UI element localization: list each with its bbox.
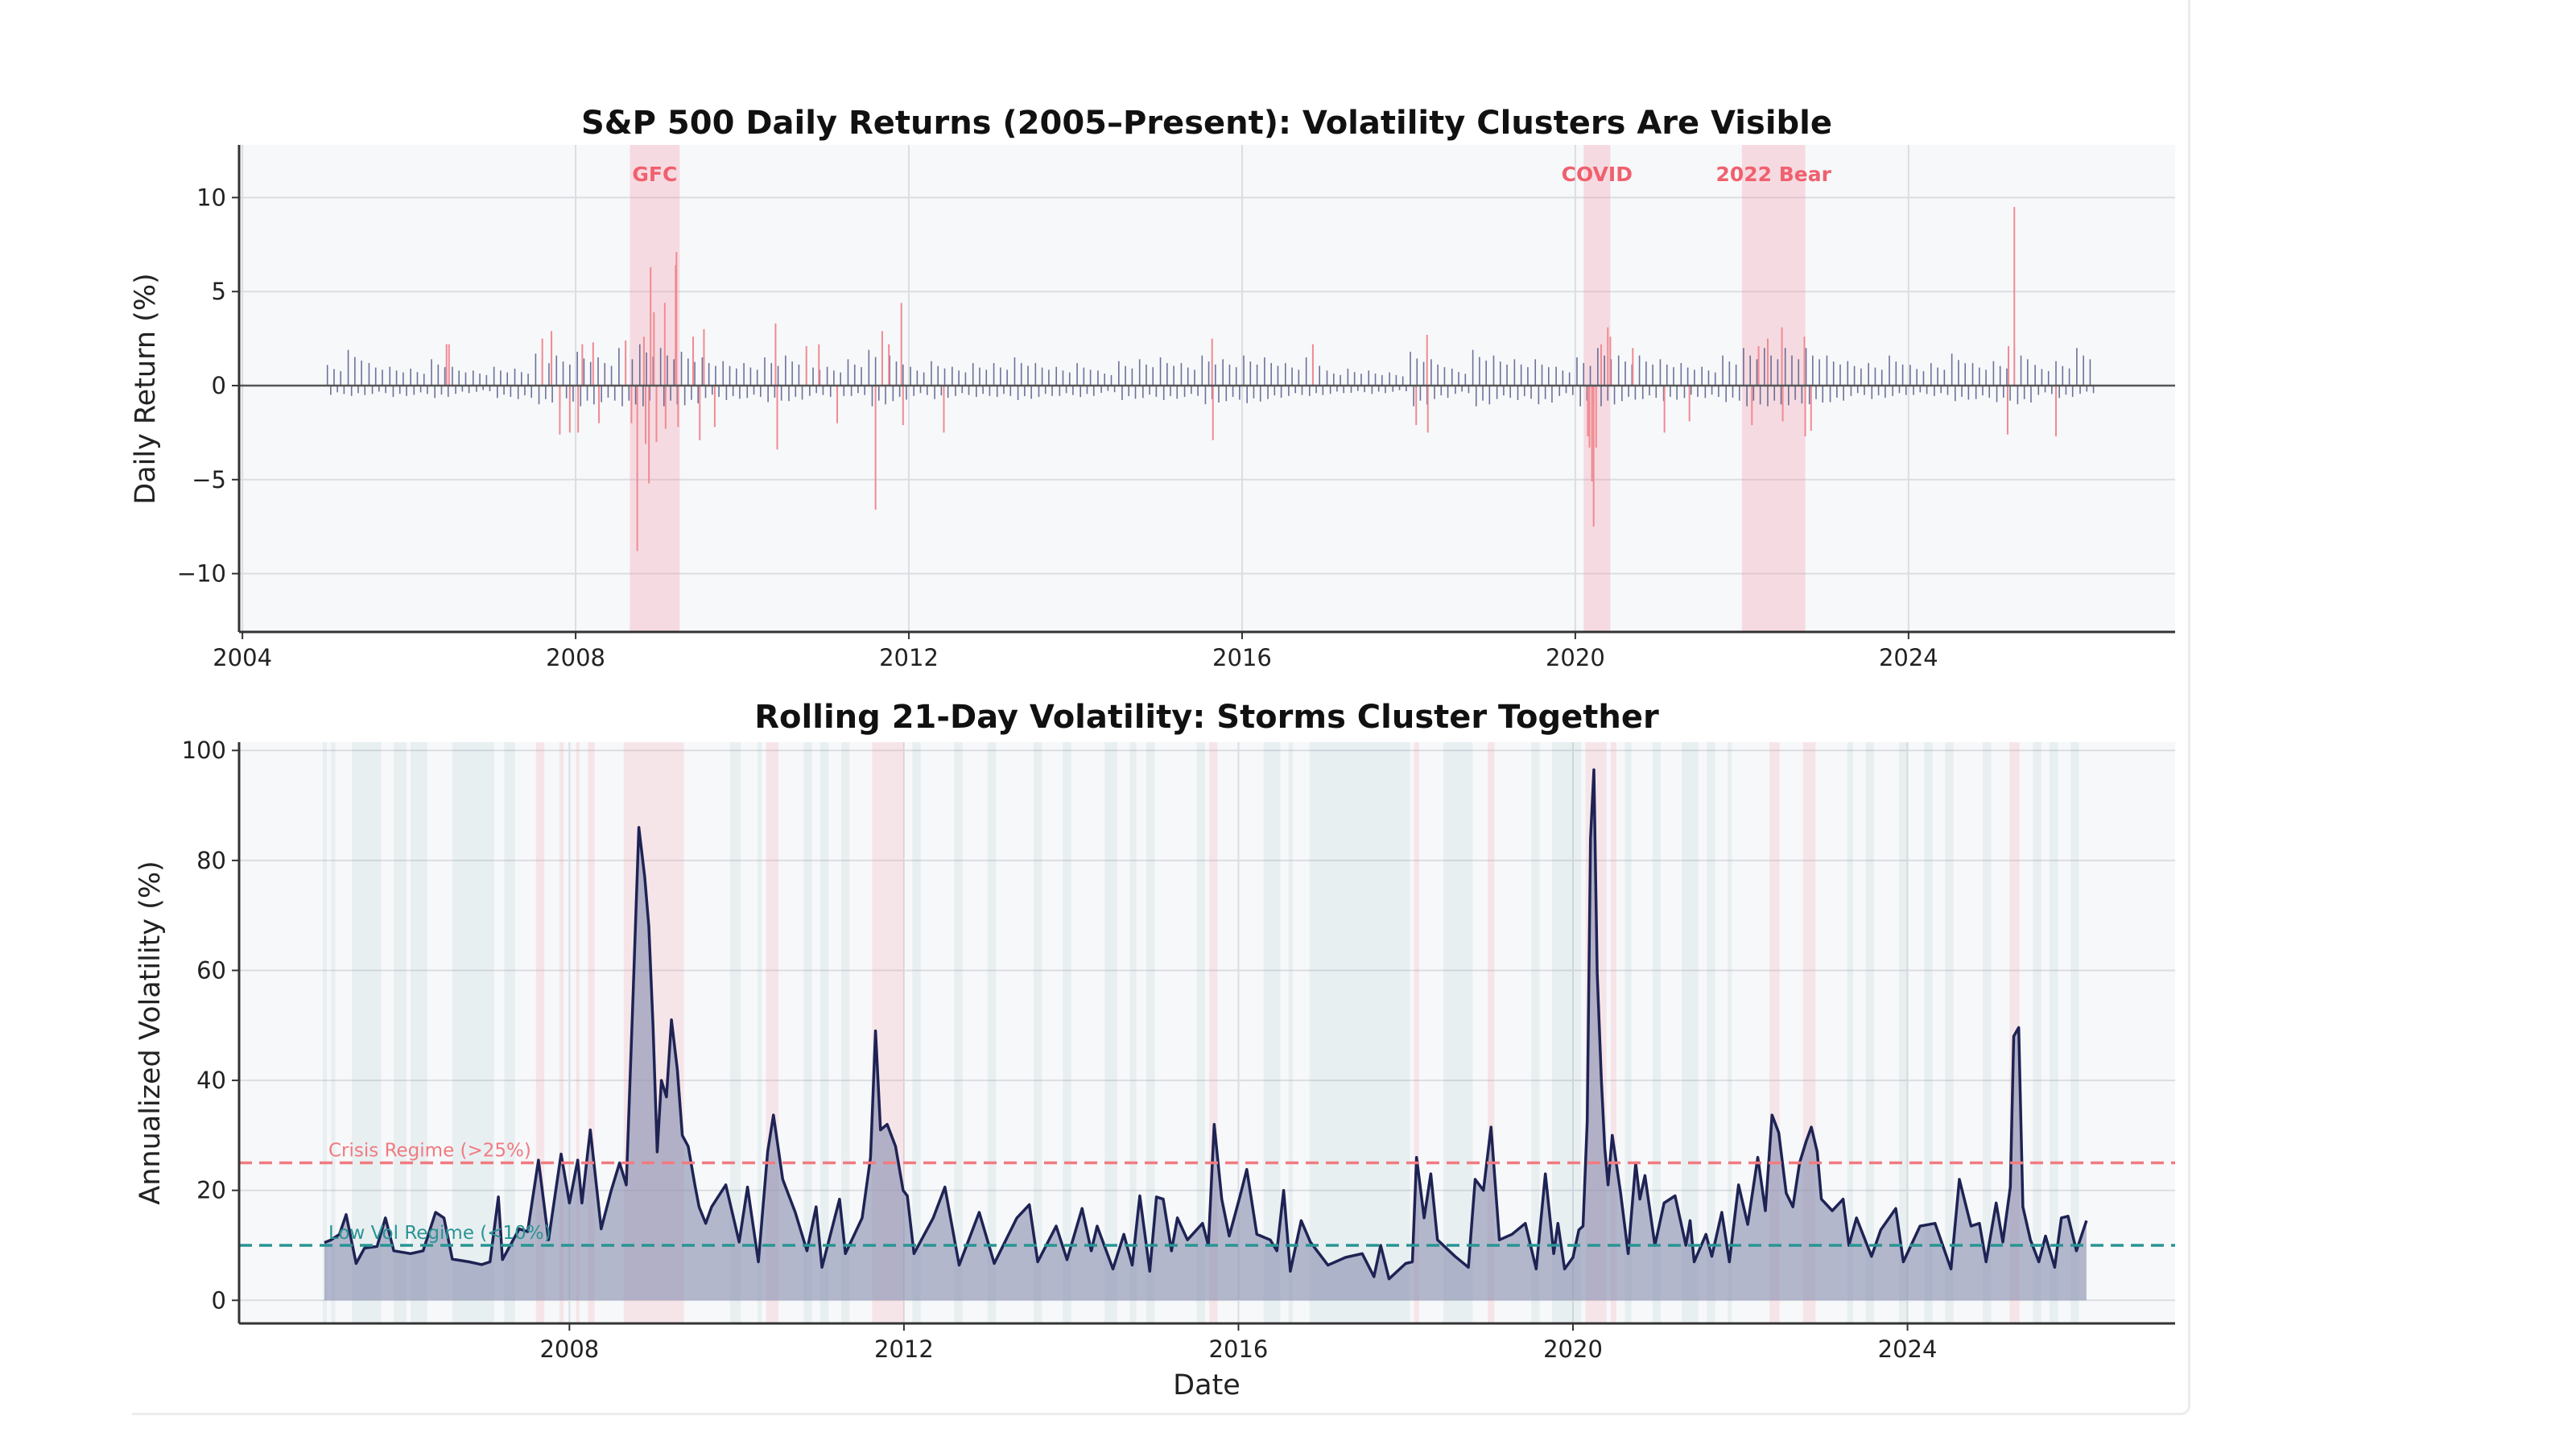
low-vol-band (1309, 742, 1410, 1323)
y-tick-label: 10 (196, 184, 226, 211)
x-tick-label: 2024 (1879, 644, 1938, 671)
low-vol-band (394, 742, 407, 1323)
low-vol-band (1443, 742, 1473, 1323)
low-vol-band (1865, 742, 1875, 1323)
x-tick-label: 2016 (1212, 644, 1272, 671)
low-vol-band (1196, 742, 1205, 1323)
x-tick-label: 2024 (1878, 1335, 1938, 1363)
crisis-band (559, 742, 564, 1323)
volatility-y-axis-label: Annualized Volatility (%) (134, 861, 167, 1204)
x-tick-label: 2012 (879, 644, 939, 671)
x-tick-label: 2020 (1546, 644, 1605, 671)
volatility-line (324, 768, 2088, 1281)
low-vol-band (2070, 742, 2079, 1323)
x-tick-label: 2008 (539, 1335, 599, 1363)
y-tick-label: 40 (196, 1067, 226, 1094)
returns-chart: 2004 2008 2012 2016 2020 2024 −10 −5 0 5 10 GFC COVI… (177, 145, 2175, 671)
y-tick-label: 5 (212, 278, 226, 305)
returns-chart-title: S&P 500 Daily Returns (2005–Present): Vo… (581, 105, 1832, 142)
volatility-chart-title: Rolling 21-Day Volatility: Storms Cluste… (754, 699, 1659, 736)
low-vol-band (1682, 742, 1699, 1323)
threshold-label: Crisis Regime (>25%) (328, 1141, 531, 1162)
low-vol-band (1652, 742, 1662, 1323)
low-vol-band (1063, 742, 1071, 1323)
event-label: 2022 Bear (1715, 163, 1831, 186)
low-vol-band (1129, 742, 1137, 1323)
y-tick-label: 20 (196, 1177, 226, 1204)
low-vol-band (820, 742, 829, 1323)
low-vol-band (912, 742, 921, 1323)
figure-card (132, 0, 2190, 1415)
x-tick-label: 2008 (546, 644, 605, 671)
low-vol-band (729, 742, 741, 1323)
event-label: GFC (632, 163, 677, 186)
y-tick-label: 100 (182, 737, 226, 764)
y-tick-label: 80 (196, 847, 226, 874)
low-vol-band (1728, 742, 1732, 1323)
low-vol-band (452, 742, 494, 1323)
crisis-band (1488, 742, 1495, 1323)
returns-y-axis-label: Daily Return (%) (130, 273, 162, 505)
y-tick-label: 0 (212, 1286, 226, 1314)
low-vol-band (758, 742, 762, 1323)
crisis-band (535, 742, 545, 1323)
low-vol-band (1707, 742, 1715, 1323)
x-tick-label: 2004 (213, 644, 272, 671)
crisis-band (1209, 742, 1218, 1323)
x-tick-label: 2016 (1209, 1335, 1269, 1363)
low-vol-band (803, 742, 812, 1323)
x-tick-label: 2012 (874, 1335, 934, 1363)
event-label: COVID (1562, 163, 1633, 186)
low-vol-band (987, 742, 997, 1323)
low-vol-band (954, 742, 963, 1323)
low-vol-band (352, 742, 382, 1323)
volatility-x-axis-label: Date (1173, 1369, 1241, 1402)
y-tick-label: 0 (212, 372, 226, 399)
low-vol-band (1104, 742, 1117, 1323)
low-vol-band (331, 742, 336, 1323)
low-vol-band (1531, 742, 1540, 1323)
low-vol-band (1288, 742, 1293, 1323)
low-vol-band (840, 742, 850, 1323)
low-vol-band (1033, 742, 1042, 1323)
low-vol-band (322, 742, 328, 1323)
low-vol-band (1847, 742, 1854, 1323)
low-vol-band (1624, 742, 1632, 1323)
crisis-band (1414, 742, 1419, 1323)
low-vol-band (1899, 742, 1908, 1323)
x-tick-label: 2020 (1543, 1335, 1603, 1363)
low-vol-band (2033, 742, 2041, 1323)
low-vol-band (1263, 742, 1281, 1323)
low-vol-band (1924, 742, 1933, 1323)
threshold-label: Low Vol Regime (<10%) (328, 1223, 551, 1244)
event-band (630, 145, 680, 632)
low-vol-band (1983, 742, 1992, 1323)
y-tick-label: 60 (196, 956, 226, 984)
y-tick-label: −5 (192, 466, 226, 493)
low-vol-band (2050, 742, 2058, 1323)
low-vol-band (410, 742, 427, 1323)
volatility-chart: 2008 2012 2016 2020 2024 0 20 40 60 80 100 Crisis R… (182, 737, 2175, 1363)
crisis-band (1610, 742, 1617, 1323)
low-vol-band (1945, 742, 1954, 1323)
crisis-band (588, 742, 595, 1323)
plot-area (239, 145, 2175, 632)
y-tick-label: −10 (177, 560, 226, 588)
crisis-band (576, 742, 580, 1323)
low-vol-band (504, 742, 515, 1323)
low-vol-band (1146, 742, 1155, 1323)
